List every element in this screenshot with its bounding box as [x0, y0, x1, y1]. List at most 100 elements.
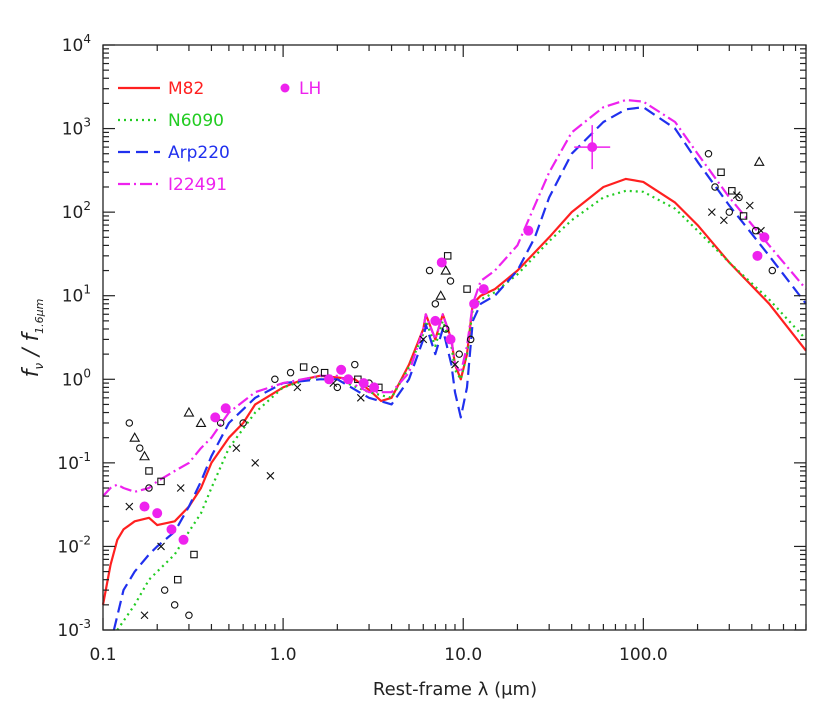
scatter-circle-point [351, 360, 359, 369]
lh-point [523, 225, 534, 236]
legend-label-arp220: Arp220 [168, 143, 230, 163]
scatter-cross-point [293, 383, 302, 392]
scatter-cross-point [732, 191, 741, 199]
scatter-square-point [443, 252, 452, 260]
y-tick-label: 100 [62, 366, 91, 390]
x-tick-label: 1.0 [270, 645, 297, 665]
scatter-square-point [173, 575, 182, 584]
scatter-cross-point [707, 208, 716, 217]
y-axis-label: fν / f1.6μm [19, 299, 46, 378]
scatter-circle-point [271, 375, 279, 384]
scatter-cross-point [232, 444, 241, 453]
y-tick-label: 104 [62, 32, 91, 56]
scatter-circle-point [125, 419, 134, 427]
scatter-cross-point [356, 393, 365, 402]
legend-marker-lh [280, 83, 290, 93]
legend-label-lh: LH [299, 79, 321, 99]
scatter-circle-point [286, 368, 295, 377]
scatter-square-point [145, 467, 153, 475]
lh-point [369, 382, 380, 393]
scatter-cross-point [176, 484, 185, 492]
scatter-cross-point [125, 502, 134, 511]
lh-point [445, 334, 456, 345]
x-tick-label: 10.0 [444, 645, 482, 665]
scatter-circle-point [311, 366, 319, 374]
svg-text:fν / f1.6μm: fν / f1.6μm [19, 299, 46, 378]
scatter-circle-point [216, 419, 225, 427]
legend: M82 N6090 Arp220 I22491 LH [118, 79, 321, 195]
scatter-triangle-point [440, 264, 452, 275]
y-tick-label: 101 [62, 283, 91, 307]
scatter-circle-point [446, 277, 455, 285]
scatter-triangle-point [435, 290, 447, 300]
scatter-square-point [320, 368, 329, 377]
y-tick-label: 10-2 [57, 533, 91, 557]
series-line-i22491 [102, 98, 807, 497]
y-tick-label: 102 [62, 199, 91, 223]
scatter-circle-point [239, 419, 247, 427]
lh-point [752, 250, 763, 261]
lh-point [139, 501, 150, 512]
scatter-circle-point [431, 300, 440, 308]
y-tick-label: 10-3 [57, 617, 91, 641]
scatter-circle-point [136, 444, 144, 452]
lh-point [220, 403, 231, 414]
series-line-m82 [101, 177, 807, 606]
scatter-triangle-point [129, 432, 141, 442]
scatter-circle-point [725, 208, 734, 216]
legend-label-m82: M82 [168, 79, 204, 99]
scatter-cross-point [419, 335, 428, 344]
axes-layer: 0.1 1.0 10.0 100.0 10-3 10-2 10-1 100 101 102 103 1… [57, 32, 807, 665]
scatter-cross-point [157, 542, 165, 551]
scatter-circle-point [711, 183, 719, 191]
scatter-cross-point [451, 360, 459, 369]
legend-label-n6090: N6090 [168, 111, 224, 131]
scatter-square-point [299, 363, 308, 371]
scatter-cross-point [719, 216, 728, 225]
lh-point [469, 298, 480, 309]
x-axis-label: Rest-frame λ (μm) [373, 679, 537, 700]
x-tick-label: 0.1 [89, 645, 116, 665]
scatter-circle-point [466, 335, 475, 344]
scatter-triangle-point [139, 450, 150, 461]
scatter-layer [125, 149, 777, 620]
scatter-triangle-point [195, 417, 207, 428]
y-tick-label: 103 [62, 116, 91, 140]
scatter-triangle-point [753, 156, 765, 166]
scatter-cross-point [266, 471, 275, 480]
lh-point [358, 378, 369, 389]
scatter-square-point [463, 285, 471, 293]
lh-point [210, 412, 221, 423]
scatter-circle-point [425, 266, 434, 275]
scatter-square-point [157, 477, 165, 486]
lh-point [759, 232, 770, 243]
scatter-square-point [739, 212, 748, 220]
x-tick-label: 100.0 [619, 645, 668, 665]
scatter-circle-point [160, 586, 169, 594]
series-layer [101, 98, 807, 631]
scatter-circle-point [735, 193, 743, 202]
lh-point [436, 257, 447, 268]
scatter-circle-point [704, 149, 713, 158]
lh-point [587, 142, 598, 153]
scatter-square-point [717, 168, 725, 177]
series-line-arp220 [112, 106, 807, 631]
lh-point [336, 364, 347, 375]
legend-label-i22491: I22491 [168, 175, 227, 195]
lh-point [478, 284, 489, 295]
scatter-circle-point [751, 226, 760, 235]
lh-point [152, 508, 163, 519]
scatter-square-point [190, 550, 198, 559]
lh-point [178, 534, 189, 545]
scatter-circle-point [442, 325, 450, 333]
scatter-square-point [728, 187, 736, 195]
scatter-circle-point [333, 383, 342, 392]
scatter-cross-point [140, 611, 149, 620]
lh-points-layer [139, 125, 770, 545]
scatter-circle-point [185, 611, 193, 620]
scatter-triangle-point [183, 406, 195, 417]
lh-point [324, 374, 335, 385]
series-line-n6090 [116, 189, 807, 631]
lh-point [343, 374, 354, 385]
scatter-circle-point [455, 350, 463, 358]
